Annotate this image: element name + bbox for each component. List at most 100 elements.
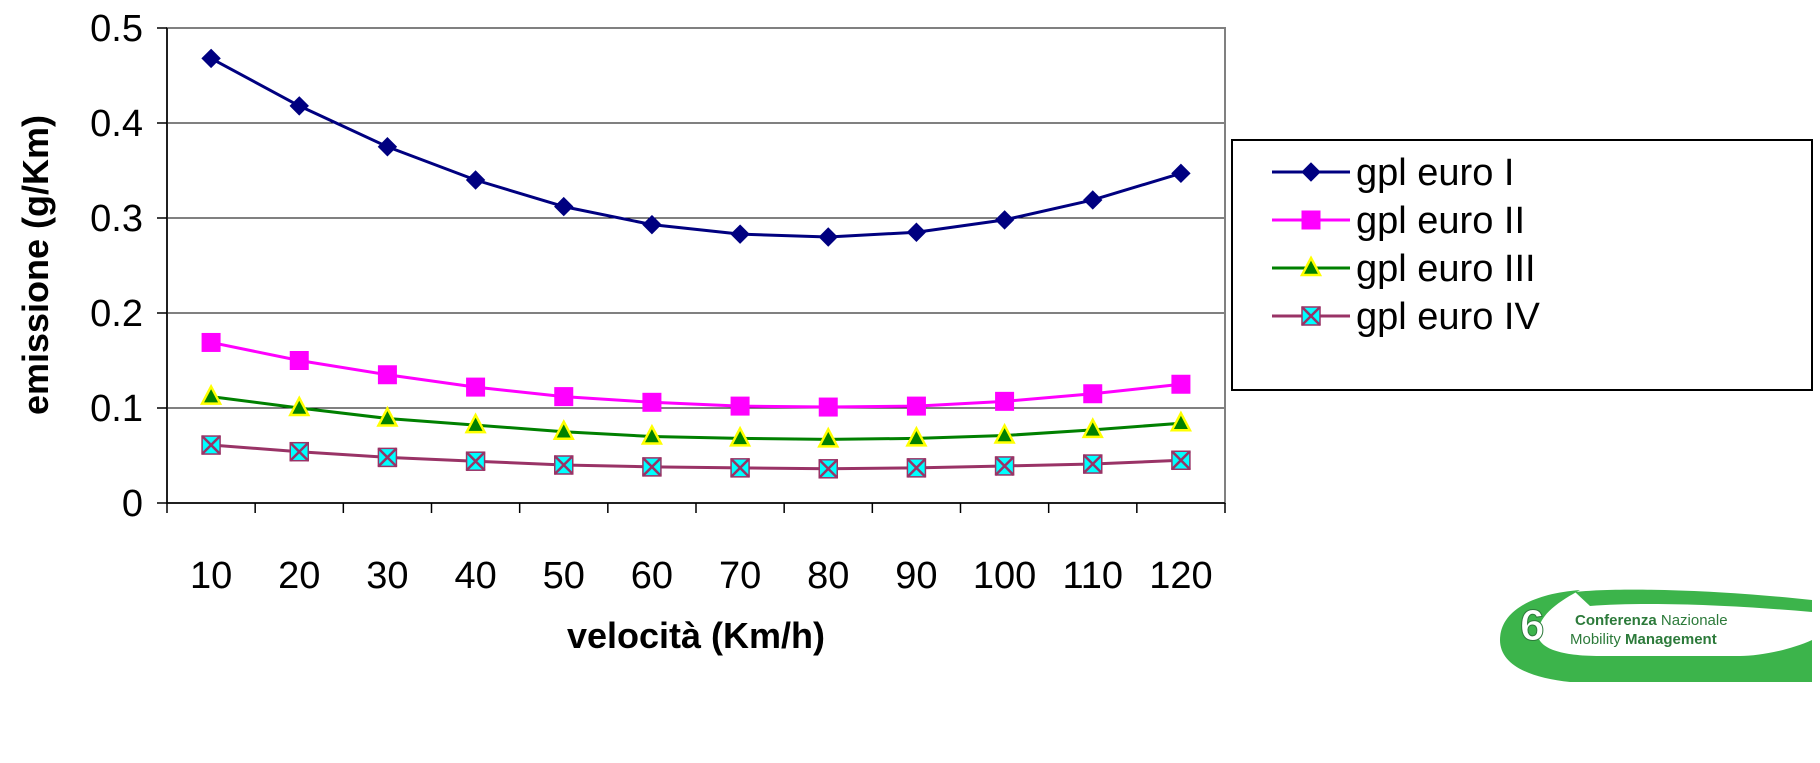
data-point bbox=[1081, 417, 1104, 439]
legend-swatch-marker bbox=[1301, 210, 1321, 230]
y-axis-title: emissione (g/Km) bbox=[15, 115, 56, 415]
legend-swatch-marker bbox=[1301, 162, 1321, 182]
data-point bbox=[1171, 450, 1191, 471]
axes bbox=[157, 27, 1226, 513]
legend-item: gpl euro IV bbox=[1272, 296, 1540, 338]
series-1 bbox=[201, 48, 1191, 247]
data-point bbox=[554, 387, 574, 407]
data-point bbox=[201, 48, 221, 69]
logo-line2: Mobility Management bbox=[1570, 631, 1717, 648]
legend-item: gpl euro II bbox=[1272, 200, 1525, 242]
data-point bbox=[554, 196, 574, 217]
x-tick-label: 80 bbox=[807, 555, 849, 597]
legend-swatch-marker bbox=[1301, 306, 1321, 326]
data-point-cross-b bbox=[201, 435, 221, 455]
legend-item: gpl euro III bbox=[1272, 248, 1536, 290]
data-point bbox=[376, 405, 399, 427]
x-tick-label: 60 bbox=[631, 555, 673, 597]
data-point bbox=[818, 397, 838, 417]
logo-swoosh-top bbox=[1575, 589, 1812, 612]
data-point bbox=[465, 451, 486, 472]
x-tick-label: 100 bbox=[973, 555, 1036, 597]
data-point-cross-b bbox=[377, 447, 398, 468]
data-point-cross-b bbox=[642, 457, 662, 477]
data-point bbox=[1082, 454, 1103, 474]
x-tick-label: 50 bbox=[543, 555, 585, 597]
data-point bbox=[1169, 410, 1192, 432]
data-point bbox=[906, 457, 927, 478]
conference-logo: 6 Conferenza Nazionale Mobility Manageme… bbox=[1500, 589, 1812, 682]
series-2 bbox=[201, 332, 1191, 417]
y-tick-label: 0.4 bbox=[90, 103, 143, 145]
series-line bbox=[210, 57, 1182, 239]
data-point bbox=[288, 395, 311, 417]
data-point bbox=[905, 425, 928, 447]
data-point bbox=[730, 457, 750, 478]
y-tick-label: 0.3 bbox=[90, 198, 143, 240]
data-point bbox=[730, 396, 750, 416]
data-point bbox=[201, 332, 221, 352]
data-point bbox=[642, 392, 662, 412]
data-point bbox=[289, 351, 309, 370]
legend-label: gpl euro II bbox=[1356, 200, 1525, 242]
y-tick-label: 0.1 bbox=[90, 388, 143, 430]
x-tick-label: 120 bbox=[1149, 555, 1212, 597]
data-point bbox=[1171, 163, 1191, 184]
legend-item: gpl euro I bbox=[1272, 152, 1514, 194]
x-tick-label: 110 bbox=[1062, 555, 1123, 597]
data-point bbox=[642, 214, 662, 235]
data-point bbox=[994, 210, 1015, 230]
data-point-cross-b bbox=[994, 456, 1015, 476]
data-point bbox=[995, 391, 1015, 411]
data-point bbox=[464, 412, 487, 434]
data-point bbox=[818, 227, 838, 247]
legend-swatch-marker bbox=[1299, 255, 1323, 277]
data-point bbox=[377, 447, 398, 468]
data-point bbox=[906, 222, 927, 242]
data-point bbox=[730, 224, 750, 244]
data-point bbox=[994, 456, 1015, 476]
data-point bbox=[817, 426, 840, 448]
series-layer bbox=[200, 48, 1192, 479]
series-line bbox=[210, 340, 1182, 409]
legend-box bbox=[1231, 139, 1813, 391]
data-point-cross-b bbox=[1082, 454, 1103, 474]
data-point-cross-b bbox=[906, 457, 927, 478]
series-3 bbox=[200, 383, 1192, 448]
data-point bbox=[906, 396, 926, 416]
data-point bbox=[289, 441, 310, 462]
data-point-cross-b bbox=[818, 458, 839, 479]
y-tick-label: 0.5 bbox=[90, 8, 143, 50]
data-point bbox=[818, 458, 839, 479]
logo-badge: 6 bbox=[1520, 601, 1544, 650]
data-point-cross-b bbox=[553, 455, 574, 475]
gridlines bbox=[167, 27, 1225, 409]
x-tick-label: 20 bbox=[278, 555, 320, 597]
series-line bbox=[210, 395, 1182, 441]
legend-label: gpl euro I bbox=[1356, 152, 1514, 194]
data-point bbox=[1083, 384, 1103, 404]
data-point-cross-b bbox=[1171, 450, 1191, 471]
y-tick-labels: 0 0.1 0.2 0.3 0.4 0.5 bbox=[90, 8, 143, 525]
series-line bbox=[210, 443, 1181, 471]
data-point bbox=[377, 365, 397, 385]
data-point bbox=[377, 137, 398, 157]
data-point-cross-b bbox=[289, 441, 310, 462]
series-4 bbox=[201, 435, 1191, 479]
y-tick-label: 0 bbox=[122, 483, 143, 525]
data-point-cross-b bbox=[730, 457, 750, 478]
legend-label: gpl euro III bbox=[1356, 248, 1536, 290]
data-point bbox=[466, 377, 486, 397]
logo-swoosh bbox=[1500, 590, 1812, 682]
y-tick-label: 0.2 bbox=[90, 293, 143, 335]
x-axis-title: velocità (Km/h) bbox=[567, 615, 825, 656]
x-tick-label: 90 bbox=[895, 555, 937, 597]
data-point-cross-b bbox=[465, 451, 486, 472]
data-point bbox=[201, 435, 221, 455]
data-point bbox=[465, 170, 486, 190]
data-point bbox=[1083, 190, 1103, 210]
legend-label: gpl euro IV bbox=[1356, 296, 1540, 338]
data-point bbox=[553, 455, 574, 475]
legend: gpl euro I gpl euro II gpl euro III gpl eur… bbox=[1231, 139, 1813, 391]
